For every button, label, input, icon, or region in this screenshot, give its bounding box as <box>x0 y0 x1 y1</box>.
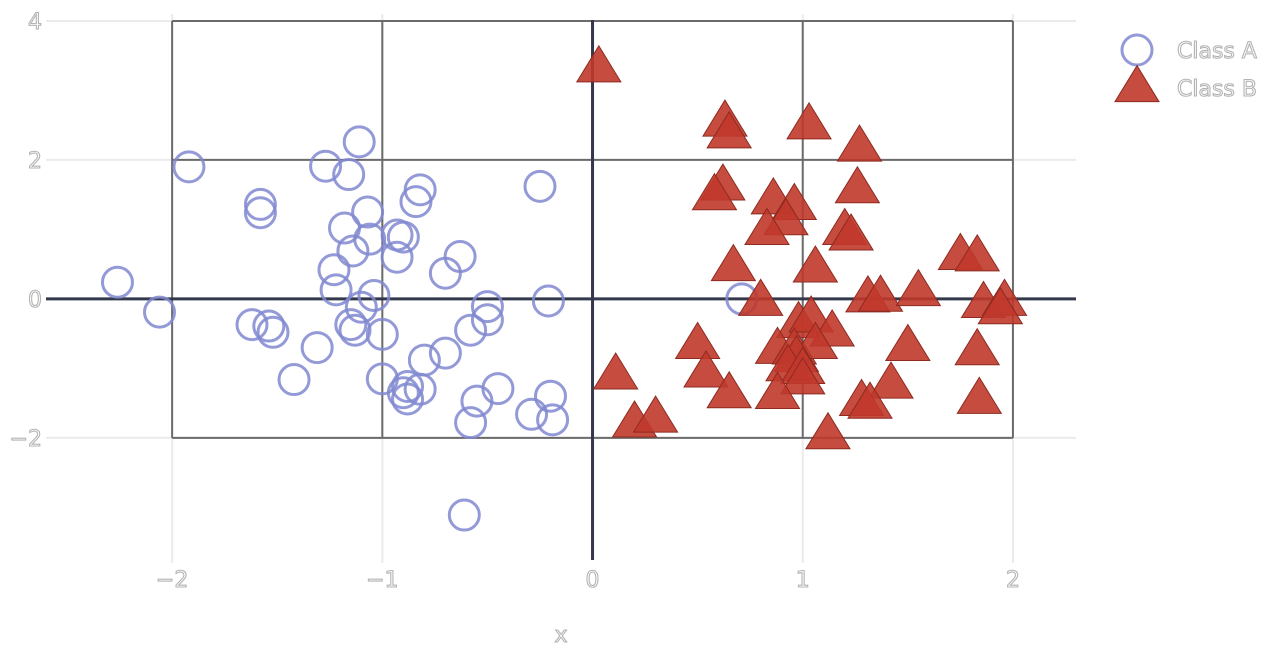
class-a-point <box>243 196 277 230</box>
class-b-point <box>779 356 826 395</box>
data-points <box>100 44 1028 532</box>
class-b-point <box>575 44 622 83</box>
class-a-point <box>172 150 206 184</box>
class-a-point <box>336 234 370 268</box>
legend-label: Class A <box>1177 39 1257 64</box>
y-tick-label: 2 <box>28 149 42 174</box>
class-b-point <box>836 124 883 162</box>
series-class-a <box>100 125 759 532</box>
class-b-point <box>710 243 757 282</box>
tick-labels: −2 −1 0 1 2 −2 0 2 4 <box>9 9 1020 593</box>
class-a-point <box>428 336 462 370</box>
class-b-point <box>828 213 874 251</box>
class-a-point <box>533 379 567 413</box>
class-a-point <box>391 369 425 403</box>
class-a-point <box>454 406 488 440</box>
class-a-point <box>256 315 290 349</box>
class-b-point <box>792 245 839 283</box>
class-a-point <box>332 158 366 192</box>
class-b-point <box>592 352 639 390</box>
legend-circle-icon <box>1120 33 1154 67</box>
class-a-point <box>470 290 504 324</box>
class-a-point <box>536 403 570 437</box>
class-b-point <box>744 207 790 245</box>
class-b-point <box>691 172 738 211</box>
y-tick-label: 0 <box>28 288 42 313</box>
class-a-point <box>357 278 391 312</box>
class-a-point <box>531 284 565 318</box>
class-a-point <box>470 303 504 337</box>
class-b-point <box>868 361 914 399</box>
class-a-point <box>300 331 334 365</box>
class-a-point <box>386 220 420 254</box>
class-a-point <box>317 253 351 287</box>
class-b-point <box>954 327 1001 366</box>
class-a-point <box>277 363 311 397</box>
class-b-point <box>683 350 729 388</box>
class-a-point <box>100 265 134 299</box>
y-tick-label: −2 <box>10 427 42 452</box>
x-axis-title: x <box>554 623 567 648</box>
class-a-point <box>319 273 353 307</box>
class-a-point <box>460 384 494 418</box>
class-a-point <box>428 256 462 290</box>
class-b-point <box>706 370 753 409</box>
x-tick-label: 0 <box>586 568 600 593</box>
class-b-point <box>956 376 1003 414</box>
class-a-point <box>386 376 420 410</box>
class-a-point <box>344 290 378 324</box>
class-b-point <box>834 165 881 204</box>
class-b-point <box>884 323 931 362</box>
legend-label: Class B <box>1177 77 1257 102</box>
class-a-point <box>380 240 414 274</box>
class-a-point <box>403 372 437 406</box>
class-a-point <box>143 295 177 329</box>
x-tick-label: −1 <box>366 568 398 593</box>
class-a-point <box>235 308 269 342</box>
x-tick-label: 2 <box>1006 568 1020 593</box>
class-a-point <box>353 222 387 256</box>
legend-triangle-icon <box>1114 64 1160 103</box>
class-b-point <box>857 274 904 312</box>
series-class-b <box>575 44 1028 450</box>
x-tick-label: 1 <box>796 568 810 593</box>
class-a-point <box>447 498 481 532</box>
class-a-point <box>365 317 399 351</box>
class-b-point <box>737 278 784 316</box>
class-a-point <box>334 308 368 342</box>
class-a-point <box>338 313 372 347</box>
class-a-point <box>454 313 488 347</box>
class-b-point <box>954 233 1001 272</box>
class-a-point <box>407 343 441 377</box>
legend: Class A Class B <box>1114 33 1258 103</box>
class-a-point <box>243 187 277 221</box>
class-a-point <box>399 185 433 219</box>
class-a-point <box>515 397 549 431</box>
class-b-point <box>805 411 851 450</box>
y-tick-label: 4 <box>28 10 42 35</box>
legend-item-class-b[interactable]: Class B <box>1114 64 1258 103</box>
class-b-point <box>847 381 893 419</box>
legend-item-class-a[interactable]: Class A <box>1120 33 1257 67</box>
class-b-point <box>754 371 801 410</box>
class-b-point <box>977 286 1024 325</box>
class-b-point <box>786 101 832 140</box>
x-tick-label: −2 <box>156 568 188 593</box>
class-a-point <box>309 149 343 183</box>
class-b-point <box>632 395 679 433</box>
class-b-point <box>674 321 721 359</box>
class-a-point <box>342 125 376 159</box>
class-a-point <box>351 195 385 229</box>
class-b-point <box>895 268 942 307</box>
class-a-point <box>252 309 286 343</box>
class-a-point <box>523 169 557 203</box>
class-b-point <box>706 110 753 149</box>
